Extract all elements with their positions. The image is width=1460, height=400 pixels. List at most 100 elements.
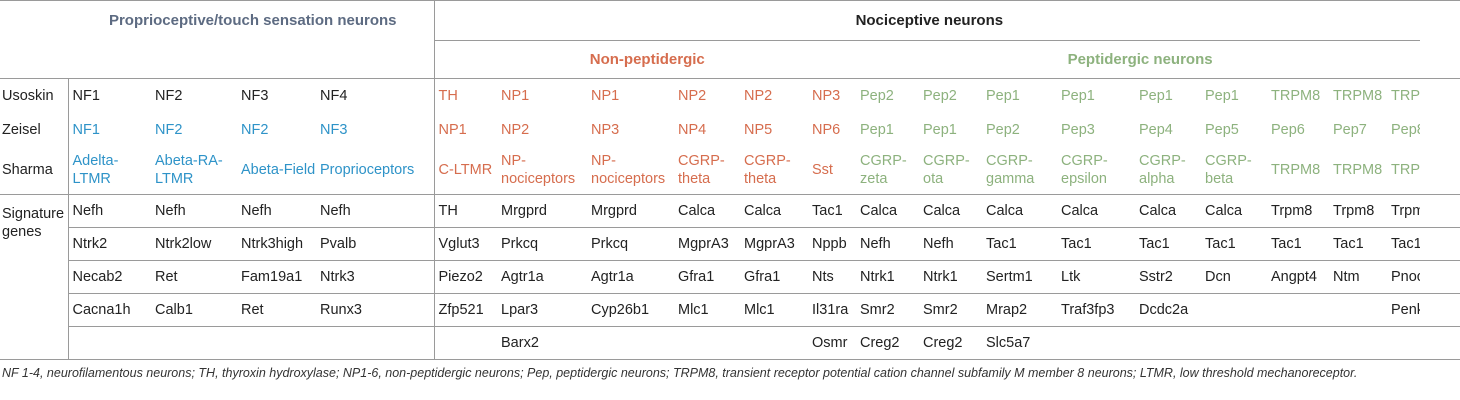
pad-cell [1420, 228, 1460, 261]
cell: Tac1 [986, 236, 1017, 252]
cell [674, 327, 740, 360]
cell: Pep1 [986, 88, 1020, 105]
cell: Smr2 [860, 302, 895, 318]
cell: Smr2 [923, 302, 958, 318]
cell: NP1 [591, 88, 620, 105]
cell: Sertm1 [986, 269, 1033, 285]
cell: Nefh [923, 236, 954, 252]
row-label: Sharma [2, 161, 53, 178]
table-row-signature-2: Necab2 Ret Fam19a1 Ntrk3 Piezo2 Agtr1a Agtr1a G… [0, 260, 1460, 294]
nociceptive-header: Nociceptive neurons [433, 0, 1421, 41]
cell: Pep2 [986, 121, 1020, 138]
cell: Pep4 [1139, 121, 1173, 138]
cell: Gfra1 [744, 269, 781, 285]
cell: CGRP-alpha [1139, 152, 1186, 187]
cell: Lpar3 [501, 302, 539, 318]
cell: NP3 [591, 121, 620, 138]
cell: Piezo2 [433, 260, 497, 294]
cell: Mlc1 [744, 302, 775, 318]
cell: Ntrk3high [241, 236, 304, 252]
cell: Ntrk1 [923, 269, 958, 285]
pad-cell [1420, 294, 1460, 327]
cell: NF1 [67, 113, 151, 146]
cell: Tac1 [1061, 236, 1092, 252]
cell: Calca [744, 203, 782, 219]
cell: Tac1 [812, 203, 843, 219]
row-label: Usoskin [2, 88, 54, 105]
table-row-signature-4: Barx2 Osmr Creg2 Creg2 Slc5a7 [0, 326, 1460, 360]
cell: NP2 [744, 88, 773, 105]
cell: Mrgprd [501, 203, 547, 219]
cell: NP2 [678, 88, 707, 105]
cell: Calca [1061, 203, 1099, 219]
cell: Ntrk2low [155, 236, 212, 252]
neuron-classification-table: Proprioceptive/touch sensation neurons N… [0, 0, 1460, 360]
cell: MgprA3 [678, 236, 729, 252]
cell: CGRP-theta [744, 152, 791, 187]
row-label: Zeisel [2, 121, 41, 138]
cell: TRPM8 [1391, 88, 1420, 105]
cell: Sstr2 [1139, 269, 1173, 285]
cell: Ltk [1061, 269, 1081, 285]
cell: Abeta-RA-LTMR [155, 152, 223, 187]
cell: Pep1 [1139, 88, 1173, 105]
cell [587, 327, 674, 360]
cell: CGRP-ota [923, 152, 970, 187]
corner-cell [0, 1, 68, 79]
cell: Prkcq [501, 236, 539, 252]
cell: Tac1 [1333, 236, 1364, 252]
cell: Dcn [1205, 269, 1231, 285]
cell: C-LTMR [433, 145, 497, 195]
cell: Nefh [320, 203, 351, 219]
cell: Adelta-LTMR [67, 145, 151, 195]
cell: Pep5 [1205, 121, 1239, 138]
cell: Angpt4 [1271, 269, 1317, 285]
cell [1329, 327, 1387, 360]
cell: NP3 [812, 88, 841, 105]
cell: TH [433, 194, 497, 228]
cell: Ntrk3 [320, 269, 355, 285]
cell: Nppb [812, 236, 847, 252]
cell [1267, 294, 1329, 327]
proprioceptive-header: Proprioceptive/touch sensation neurons [108, 12, 397, 29]
cell: Trpm8 [1333, 203, 1375, 219]
pad-cell [1420, 195, 1460, 228]
cell: TRPM8 [1271, 88, 1321, 105]
cell: NP-nociceptors [501, 152, 576, 187]
cell [1057, 327, 1135, 360]
cell [151, 327, 237, 360]
cell: MgprA3 [744, 236, 795, 252]
cell: NF2 [241, 121, 269, 138]
cell: Pep6 [1271, 121, 1305, 138]
cell: NF3 [241, 88, 269, 105]
cell: NP4 [678, 121, 707, 138]
pad-cell [1420, 261, 1460, 294]
cell: Ntrk1 [860, 269, 895, 285]
cell: Calca [1205, 203, 1243, 219]
cell: Pep8 [1391, 121, 1420, 138]
cell [433, 326, 497, 360]
cell [1329, 294, 1387, 327]
cell: Pep3 [1061, 121, 1095, 138]
cell: Fam19a1 [241, 269, 303, 285]
cell: Ntrk2 [67, 227, 151, 261]
cell: Agtr1a [591, 269, 634, 285]
cell: Pvalb [320, 236, 357, 252]
cell [1387, 327, 1420, 360]
cell: Traf3fp3 [1061, 302, 1115, 318]
cell: NF3 [320, 121, 348, 138]
pad-cell [1420, 327, 1460, 360]
cell: NP1 [501, 88, 530, 105]
cell: Pep1 [860, 121, 894, 138]
cell: TH [433, 78, 497, 114]
cell: NP1 [433, 113, 497, 146]
cell: CGRP-epsilon [1061, 152, 1108, 187]
table-row-signature-1: Ntrk2 Ntrk2low Ntrk3high Pvalb Vglut3 Prkcq Pr… [0, 227, 1460, 261]
peptidergic-header: Peptidergic neurons [856, 40, 1421, 79]
cell: Trpm8 [1271, 203, 1313, 219]
cell: Gfra1 [678, 269, 715, 285]
cell: NF2 [155, 88, 183, 105]
table-row-signature-0: Signature genes Nefh Nefh Nefh Nefh TH Mrgprd M… [0, 194, 1460, 360]
cell: Zfp521 [433, 293, 497, 327]
cell: Cacna1h [67, 293, 151, 327]
